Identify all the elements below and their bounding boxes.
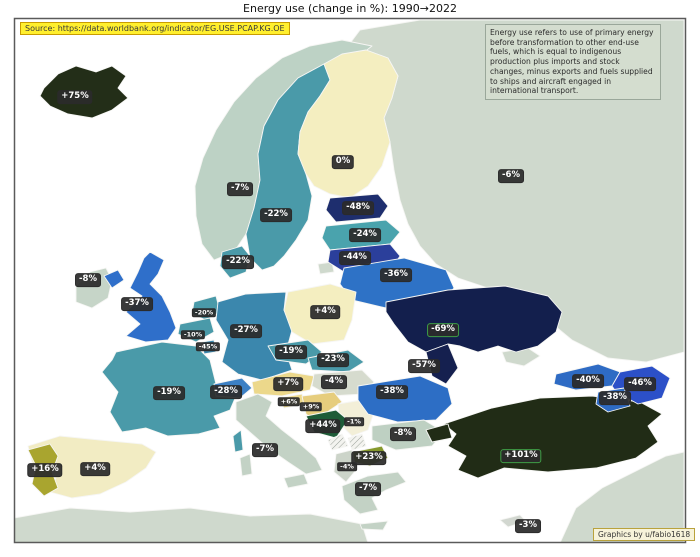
country-label-luxembourg: -45% xyxy=(195,342,221,352)
country-shape-corsica xyxy=(232,429,244,453)
country-label-turkey: +101% xyxy=(500,449,542,463)
country-label-finland: 0% xyxy=(331,155,355,169)
country-shape-italy xyxy=(235,393,323,475)
country-shape-turkey-thrace xyxy=(425,423,453,443)
country-label-hungary: -4% xyxy=(321,375,347,389)
country-shape-northern-ireland xyxy=(103,269,125,289)
map-frame xyxy=(13,17,687,544)
land-kaliningrad xyxy=(317,261,335,275)
country-label-albania: -4% xyxy=(337,462,357,472)
country-label-italy: -7% xyxy=(252,443,278,457)
country-label-moldova: -57% xyxy=(408,359,440,373)
country-shape-kosovo-nodata xyxy=(347,433,367,451)
country-label-lithuania: -44% xyxy=(339,251,371,265)
country-label-azerbaijan: -46% xyxy=(624,377,656,391)
country-label-germany: -27% xyxy=(230,324,262,338)
country-label-iceland: +75% xyxy=(57,90,93,104)
map-title: Energy use (change in %): 1990→2022 xyxy=(243,2,457,15)
country-shape-turkey xyxy=(443,395,663,479)
country-label-france: -19% xyxy=(153,386,185,400)
country-label-ireland: -8% xyxy=(75,273,101,287)
country-label-poland: +4% xyxy=(310,305,340,319)
country-label-slovakia: -23% xyxy=(317,353,349,367)
country-label-austria: +7% xyxy=(273,377,303,391)
country-label-greece: -7% xyxy=(355,482,381,496)
country-label-estonia: -48% xyxy=(342,201,374,215)
country-label-romania: -38% xyxy=(376,385,408,399)
country-label-portugal: +16% xyxy=(27,463,63,477)
country-label-belarus: -36% xyxy=(380,268,412,282)
country-shape-sardinia xyxy=(239,453,253,477)
country-shape-crete xyxy=(359,520,389,531)
country-label-bosnia: +44% xyxy=(305,419,341,433)
country-label-russia: -6% xyxy=(498,169,524,183)
source-box: Source: https://data.worldbank.org/indic… xyxy=(20,22,290,35)
country-label-serbia: -1% xyxy=(344,417,364,427)
land-north-africa xyxy=(14,507,369,543)
land-middle-east xyxy=(559,451,685,543)
country-shape-united-kingdom xyxy=(125,251,177,343)
country-label-bulgaria: -8% xyxy=(390,427,416,441)
country-label-croatia: +9% xyxy=(299,402,323,412)
country-label-switzerland: -28% xyxy=(210,385,242,399)
country-label-denmark: -22% xyxy=(222,255,254,269)
description-box: Energy use refers to use of primary ener… xyxy=(485,24,661,101)
country-label-cyprus: -3% xyxy=(515,519,541,533)
country-shape-montenegro-nodata xyxy=(327,433,349,451)
country-label-latvia: -24% xyxy=(349,228,381,242)
country-label-netherlands: -20% xyxy=(191,308,217,318)
country-label-armenia: -38% xyxy=(599,391,631,405)
credit-box: Graphics by u/fabio1618 xyxy=(593,528,696,541)
country-label-united-kingdom: -37% xyxy=(121,297,153,311)
country-shape-sicily xyxy=(283,473,309,489)
country-label-ukraine: -69% xyxy=(427,323,459,337)
country-label-norway: -7% xyxy=(227,182,253,196)
country-label-sweden: -22% xyxy=(260,208,292,222)
country-label-czechia: -19% xyxy=(275,345,307,359)
country-label-spain: +4% xyxy=(80,462,110,476)
country-label-georgia: -40% xyxy=(572,374,604,388)
country-label-belgium: -10% xyxy=(180,330,206,340)
country-label-north-macedonia: +23% xyxy=(351,451,387,465)
country-label-slovenia: +6% xyxy=(277,397,301,407)
